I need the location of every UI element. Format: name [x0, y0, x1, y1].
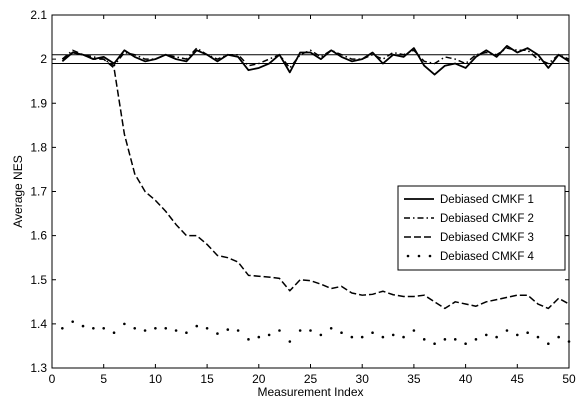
series-line-1	[61, 44, 570, 76]
x-tick-label: 25	[304, 372, 318, 386]
series-4-point-32	[381, 335, 385, 339]
series-4-point-39	[453, 338, 457, 341]
y-tick-label: 1.8	[30, 140, 47, 154]
series-4-point-13	[185, 331, 188, 335]
series-4-point-18	[236, 329, 240, 332]
series-4-point-38	[443, 338, 447, 341]
y-tick-label: 1.6	[30, 229, 47, 243]
y-tick-label: 1.5	[30, 273, 47, 287]
legend-label-1: Debiased CMKF 1	[440, 194, 534, 206]
series-4-point-28	[340, 331, 343, 335]
y-tick-label: 1.4	[30, 317, 47, 331]
y-tick-label: 2.1	[30, 8, 47, 22]
series-4-point-44	[505, 329, 509, 332]
y-tick-label: 1.7	[30, 185, 47, 199]
series-4-point-6	[112, 331, 116, 335]
series-4-point-16	[216, 332, 219, 335]
x-axis-label: Measurement Index	[257, 385, 363, 399]
series-4-point-43	[495, 335, 498, 339]
series-4-point-25	[309, 329, 312, 332]
series-4-point-22	[278, 329, 281, 332]
series-4-point-9	[143, 329, 147, 332]
x-tick-label: 5	[100, 372, 107, 386]
legend-marker-4-dot-2	[417, 254, 421, 258]
series-4-point-49	[557, 335, 560, 339]
series-4-point-8	[133, 326, 137, 330]
series-4-point-24	[298, 329, 302, 332]
series-4-point-40	[464, 342, 467, 346]
series-4-point-30	[360, 335, 364, 339]
ticks: 0 5 10 15 20 25 30 35 40 45 50 1.3 1.4 1.5 1.6 1.7 1.8 1.…	[30, 8, 576, 386]
series-4-point-17	[226, 328, 230, 331]
series-4-point-36	[422, 338, 426, 341]
series-4-point-35	[412, 329, 416, 332]
legend-marker-4-dot-1	[406, 254, 410, 258]
series-line-3	[61, 51, 570, 310]
x-tick-label: 50	[562, 372, 576, 386]
series-4-point-47	[536, 335, 540, 339]
series-4-point-23	[288, 340, 292, 343]
series-4-point-27	[329, 326, 333, 330]
series-4-point-48	[547, 342, 550, 346]
series-4-point-20	[257, 335, 261, 339]
x-tick-label: 15	[200, 372, 214, 386]
x-tick-label: 10	[149, 372, 163, 386]
y-tick-label: 1.9	[30, 96, 47, 110]
legend-label-3: Debiased CMKF 3	[440, 232, 534, 244]
legend-label-2: Debiased CMKF 2	[440, 213, 534, 225]
legend-marker-4-dot-3	[428, 254, 432, 258]
series-4-point-21	[267, 333, 271, 337]
series-4-point-34	[402, 335, 405, 339]
series-4-point-15	[205, 326, 209, 330]
series-4-point-46	[526, 331, 529, 335]
y-tick-label: 2	[40, 52, 47, 66]
x-tick-label: 35	[407, 372, 421, 386]
series-4-point-42	[484, 333, 488, 337]
series-4-point-14	[195, 324, 199, 328]
series-4-point-4	[92, 326, 95, 330]
x-tick-label: 0	[49, 372, 56, 386]
series-4-point-12	[174, 329, 178, 332]
y-tick-label: 1.3	[30, 361, 47, 375]
series-4-point-29	[350, 335, 354, 339]
legend-label-4: Debiased CMKF 4	[440, 251, 535, 263]
x-tick-label: 30	[356, 372, 370, 386]
series-4-point-11	[164, 326, 168, 330]
legend: Debiased CMKF 1 Debiased CMKF 2 Debiased C…	[397, 185, 566, 271]
x-tick-label: 20	[252, 372, 266, 386]
plot-area	[52, 44, 571, 346]
x-tick-label: 45	[511, 372, 525, 386]
y-axis-label: Average NES	[11, 155, 25, 228]
series-4-point-2	[71, 320, 74, 323]
series-4-point-7	[123, 322, 126, 326]
series-4-point-31	[371, 331, 374, 335]
series-4-point-41	[474, 338, 478, 341]
series-4-point-1	[61, 326, 64, 330]
series-4-point-26	[319, 333, 323, 337]
series-4-point-3	[81, 324, 85, 328]
legend-box	[397, 185, 566, 271]
series-line-2	[61, 47, 570, 69]
series-4-point-10	[154, 326, 157, 330]
series-4-point-33	[391, 333, 395, 337]
series-4-point-19	[247, 338, 250, 341]
x-tick-label: 40	[459, 372, 473, 386]
series-4-point-5	[102, 326, 105, 330]
series-4-point-37	[433, 342, 436, 346]
series-4-point-45	[516, 333, 519, 337]
